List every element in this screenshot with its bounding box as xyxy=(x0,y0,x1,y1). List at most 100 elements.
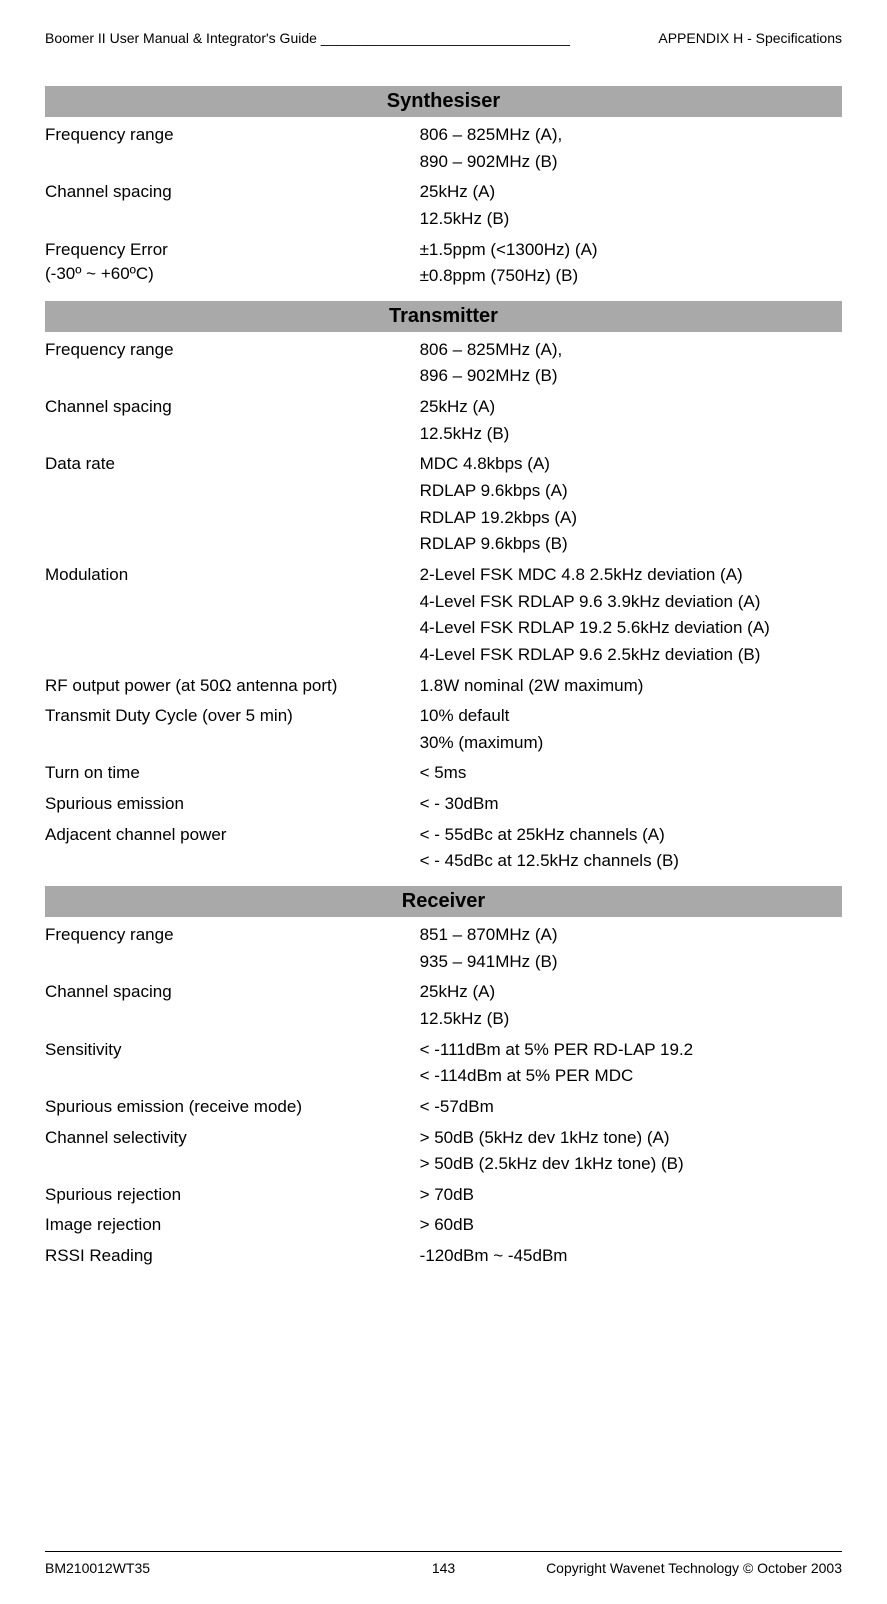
section-header: Synthesiser xyxy=(45,86,842,117)
spec-label: Channel spacing xyxy=(45,180,420,233)
spec-value-line: < - 55dBc at 25kHz channels (A) xyxy=(420,823,842,848)
spec-value-line: 25kHz (A) xyxy=(420,395,842,420)
spec-value-line: < - 45dBc at 12.5kHz channels (B) xyxy=(420,849,842,874)
spec-row: Spurious emission< - 30dBm xyxy=(45,792,842,819)
spec-value-line: 806 – 825MHz (A), xyxy=(420,123,842,148)
spec-table: Frequency range806 – 825MHz (A),890 – 90… xyxy=(45,123,842,291)
spec-value: < - 30dBm xyxy=(420,792,842,819)
spec-row: Frequency range806 – 825MHz (A),890 – 90… xyxy=(45,123,842,176)
spec-value-line: > 50dB (2.5kHz dev 1kHz tone) (B) xyxy=(420,1152,842,1177)
spec-value-line: MDC 4.8kbps (A) xyxy=(420,452,842,477)
spec-value: > 60dB xyxy=(420,1213,842,1240)
spec-row: Image rejection> 60dB xyxy=(45,1213,842,1240)
spec-value-line: < -57dBm xyxy=(420,1095,842,1120)
spec-value-line: 2-Level FSK MDC 4.8 2.5kHz deviation (A) xyxy=(420,563,842,588)
spec-value-line: 25kHz (A) xyxy=(420,180,842,205)
spec-value: 1.8W nominal (2W maximum) xyxy=(420,674,842,701)
spec-label: Frequency range xyxy=(45,123,420,176)
spec-label: Frequency range xyxy=(45,923,420,976)
spec-value-line: > 70dB xyxy=(420,1183,842,1208)
spec-value-line: 896 – 902MHz (B) xyxy=(420,364,842,389)
spec-label: Modulation xyxy=(45,563,420,670)
spec-row: Channel spacing25kHz (A)12.5kHz (B) xyxy=(45,395,842,448)
spec-value-line: RDLAP 9.6kbps (A) xyxy=(420,479,842,504)
spec-value-line: 890 – 902MHz (B) xyxy=(420,150,842,175)
spec-label: Sensitivity xyxy=(45,1038,420,1091)
spec-label: Channel spacing xyxy=(45,395,420,448)
spec-value: -120dBm ~ -45dBm xyxy=(420,1244,842,1271)
header-left: Boomer II User Manual & Integrator's Gui… xyxy=(45,30,570,46)
spec-label: Spurious emission (receive mode) xyxy=(45,1095,420,1122)
spec-value: 806 – 825MHz (A),890 – 902MHz (B) xyxy=(420,123,842,176)
spec-label: RSSI Reading xyxy=(45,1244,420,1271)
spec-value-line: 4-Level FSK RDLAP 19.2 5.6kHz deviation … xyxy=(420,616,842,641)
spec-value-line: < - 30dBm xyxy=(420,792,842,817)
spec-label: Transmit Duty Cycle (over 5 min) xyxy=(45,704,420,757)
spec-value-line: 12.5kHz (B) xyxy=(420,422,842,447)
spec-value: 2-Level FSK MDC 4.8 2.5kHz deviation (A)… xyxy=(420,563,842,670)
page-header: Boomer II User Manual & Integrator's Gui… xyxy=(45,30,842,46)
spec-row: Transmit Duty Cycle (over 5 min)10% defa… xyxy=(45,704,842,757)
spec-value: 10% default30% (maximum) xyxy=(420,704,842,757)
spec-label: RF output power (at 50Ω antenna port) xyxy=(45,674,420,701)
spec-value: > 50dB (5kHz dev 1kHz tone) (A)> 50dB (2… xyxy=(420,1126,842,1179)
spec-row: Frequency range806 – 825MHz (A),896 – 90… xyxy=(45,338,842,391)
spec-row: Spurious emission (receive mode)< -57dBm xyxy=(45,1095,842,1122)
spec-value-line: < -111dBm at 5% PER RD-LAP 19.2 xyxy=(420,1038,842,1063)
spec-row: Channel spacing25kHz (A)12.5kHz (B) xyxy=(45,180,842,233)
spec-value-line: RDLAP 19.2kbps (A) xyxy=(420,506,842,531)
spec-table: Frequency range851 – 870MHz (A)935 – 941… xyxy=(45,923,842,1271)
spec-row: Sensitivity< -111dBm at 5% PER RD-LAP 19… xyxy=(45,1038,842,1091)
spec-row: Modulation2-Level FSK MDC 4.8 2.5kHz dev… xyxy=(45,563,842,670)
spec-value: MDC 4.8kbps (A)RDLAP 9.6kbps (A)RDLAP 19… xyxy=(420,452,842,559)
spec-value-line: 851 – 870MHz (A) xyxy=(420,923,842,948)
spec-value: 25kHz (A)12.5kHz (B) xyxy=(420,395,842,448)
spec-value-line: RDLAP 9.6kbps (B) xyxy=(420,532,842,557)
spec-label: Adjacent channel power xyxy=(45,823,420,876)
spec-label: Image rejection xyxy=(45,1213,420,1240)
spec-row: Frequency Error(-30º ~ +60ºC)±1.5ppm (<1… xyxy=(45,238,842,291)
spec-label: Data rate xyxy=(45,452,420,559)
spec-value-line: 806 – 825MHz (A), xyxy=(420,338,842,363)
spec-label: Spurious emission xyxy=(45,792,420,819)
spec-table: Frequency range806 – 825MHz (A),896 – 90… xyxy=(45,338,842,876)
spec-row: RF output power (at 50Ω antenna port)1.8… xyxy=(45,674,842,701)
spec-value-line: 4-Level FSK RDLAP 9.6 2.5kHz deviation (… xyxy=(420,643,842,668)
spec-value-line: < 5ms xyxy=(420,761,842,786)
spec-value-line: 30% (maximum) xyxy=(420,731,842,756)
spec-row: Adjacent channel power< - 55dBc at 25kHz… xyxy=(45,823,842,876)
spec-value-line: 12.5kHz (B) xyxy=(420,207,842,232)
spec-value: < -111dBm at 5% PER RD-LAP 19.2< -114dBm… xyxy=(420,1038,842,1091)
spec-value: 25kHz (A)12.5kHz (B) xyxy=(420,980,842,1033)
spec-value-line: -120dBm ~ -45dBm xyxy=(420,1244,842,1269)
spec-value-line: < -114dBm at 5% PER MDC xyxy=(420,1064,842,1089)
spec-label-sub: (-30º ~ +60ºC) xyxy=(45,262,410,287)
spec-value-line: 1.8W nominal (2W maximum) xyxy=(420,674,842,699)
spec-value: > 70dB xyxy=(420,1183,842,1210)
spec-value: < 5ms xyxy=(420,761,842,788)
spec-row: Frequency range851 – 870MHz (A)935 – 941… xyxy=(45,923,842,976)
spec-value: ±1.5ppm (<1300Hz) (A)±0.8ppm (750Hz) (B) xyxy=(420,238,842,291)
spec-row: Spurious rejection> 70dB xyxy=(45,1183,842,1210)
spec-value-line: ±0.8ppm (750Hz) (B) xyxy=(420,264,842,289)
section-header: Receiver xyxy=(45,886,842,917)
footer-page-number: 143 xyxy=(45,1560,842,1576)
header-right: APPENDIX H - Specifications xyxy=(658,30,842,46)
spec-value-line: ±1.5ppm (<1300Hz) (A) xyxy=(420,238,842,263)
footer-divider xyxy=(45,1551,842,1552)
page-footer: BM210012WT35 143 Copyright Wavenet Techn… xyxy=(45,1541,842,1576)
spec-value: < -57dBm xyxy=(420,1095,842,1122)
spec-label: Frequency range xyxy=(45,338,420,391)
section-header: Transmitter xyxy=(45,301,842,332)
spec-content: SynthesiserFrequency range806 – 825MHz (… xyxy=(45,86,842,1271)
spec-value-line: 25kHz (A) xyxy=(420,980,842,1005)
spec-label: Channel selectivity xyxy=(45,1126,420,1179)
spec-value: 806 – 825MHz (A),896 – 902MHz (B) xyxy=(420,338,842,391)
spec-label: Spurious rejection xyxy=(45,1183,420,1210)
spec-value-line: 935 – 941MHz (B) xyxy=(420,950,842,975)
spec-label: Turn on time xyxy=(45,761,420,788)
spec-value: < - 55dBc at 25kHz channels (A)< - 45dBc… xyxy=(420,823,842,876)
spec-row: Turn on time< 5ms xyxy=(45,761,842,788)
spec-value: 25kHz (A)12.5kHz (B) xyxy=(420,180,842,233)
spec-value-line: > 50dB (5kHz dev 1kHz tone) (A) xyxy=(420,1126,842,1151)
